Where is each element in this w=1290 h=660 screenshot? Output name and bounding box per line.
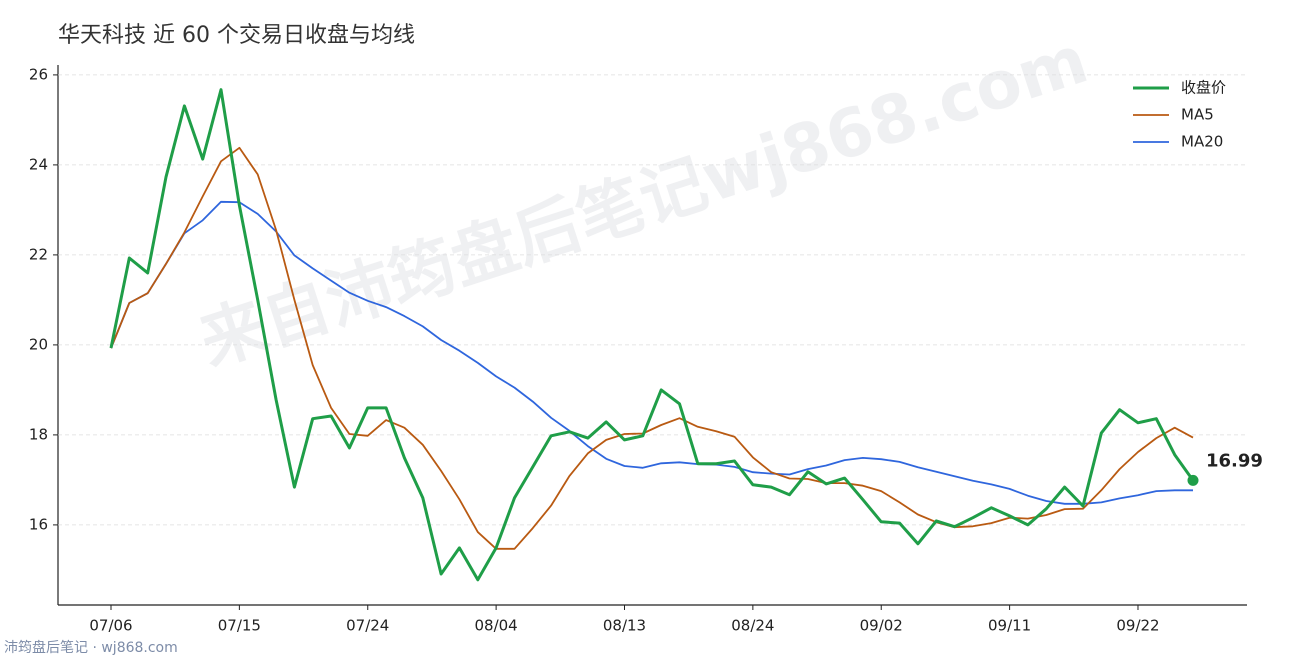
- y-tick-label: 26: [29, 65, 48, 83]
- x-tick-label: 08/04: [475, 617, 518, 635]
- legend-label: 收盘价: [1181, 79, 1226, 97]
- y-tick-label: 18: [29, 425, 48, 443]
- x-tick-label: 09/02: [860, 617, 903, 635]
- x-tick-label: 09/11: [988, 617, 1031, 635]
- legend-label: MA20: [1181, 133, 1223, 151]
- y-tick-label: 20: [29, 335, 48, 353]
- end-marker: [1187, 474, 1199, 486]
- footer: 沛筠盘后笔记 · wj868.com: [4, 639, 178, 656]
- y-tick-label: 16: [29, 515, 48, 533]
- y-tick-label: 24: [29, 155, 48, 173]
- x-tick-label: 07/24: [346, 617, 389, 635]
- x-tick-label: 09/22: [1116, 617, 1159, 635]
- x-tick-label: 08/13: [603, 617, 646, 635]
- legend-label: MA5: [1181, 106, 1214, 124]
- x-tick-label: 08/24: [731, 617, 774, 635]
- x-tick-label: 07/15: [218, 617, 261, 635]
- y-tick-label: 22: [29, 245, 48, 263]
- x-tick-label: 07/06: [89, 617, 132, 635]
- end-value-label: 16.99: [1206, 450, 1263, 471]
- series-line: [110, 200, 1193, 505]
- series-line: [109, 88, 1195, 582]
- chart-title: 华天科技 近 60 个交易日收盘与均线: [58, 23, 415, 48]
